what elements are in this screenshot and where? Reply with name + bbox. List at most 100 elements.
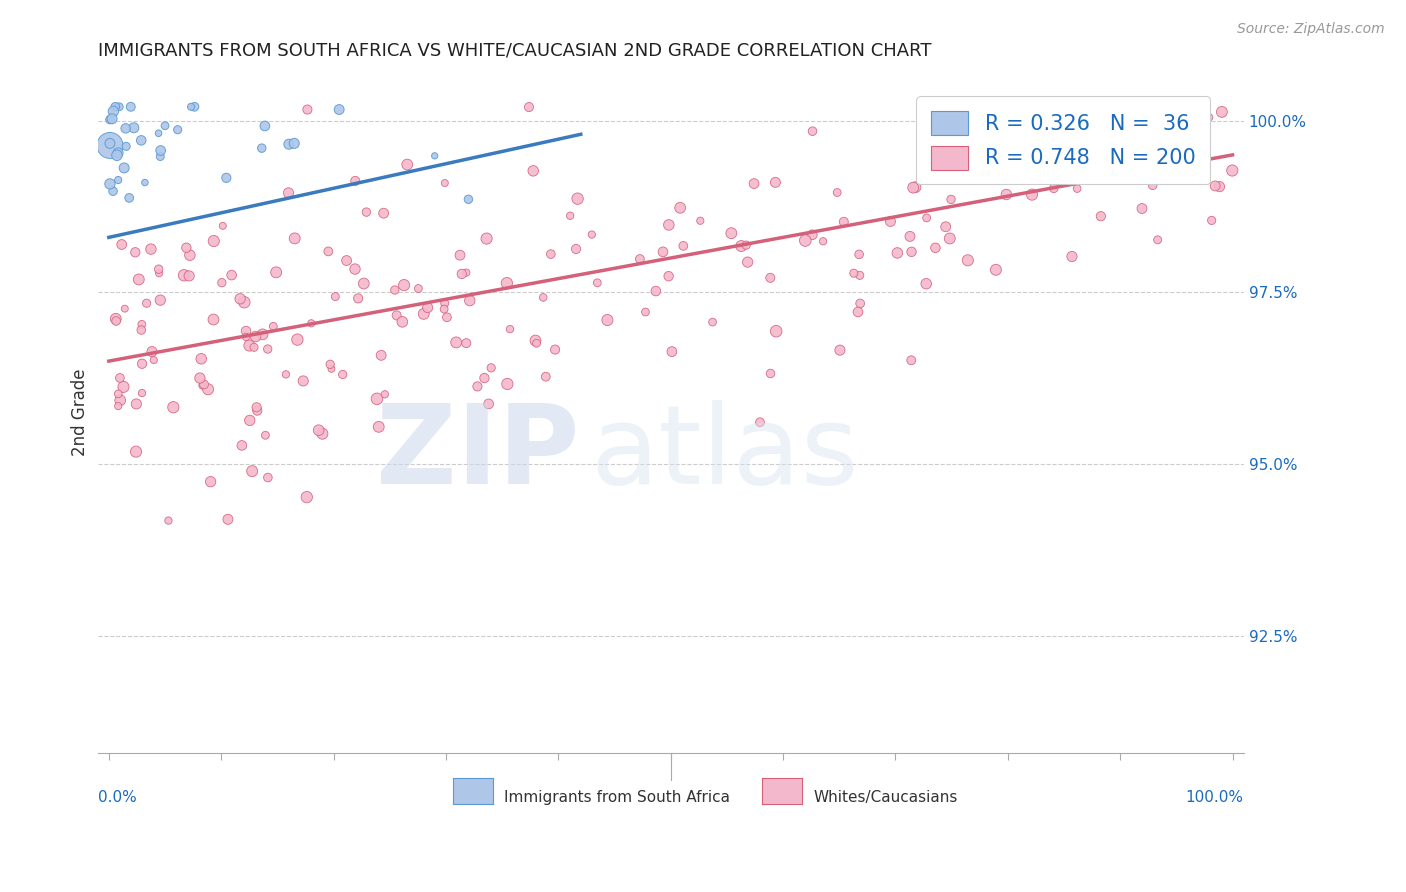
Point	[1198, 111, 1220, 125]
Point	[456, 266, 478, 280]
Point	[801, 124, 824, 138]
Point	[246, 403, 269, 417]
Point	[332, 368, 354, 382]
Point	[252, 327, 274, 342]
Text: Source: ZipAtlas.com: Source: ZipAtlas.com	[1237, 22, 1385, 37]
Point	[262, 319, 284, 334]
Point	[211, 276, 233, 290]
Point	[180, 100, 202, 114]
Point	[416, 301, 439, 315]
Point	[202, 312, 225, 326]
Point	[384, 283, 406, 297]
Point	[153, 119, 176, 133]
Point	[495, 276, 517, 290]
Point	[108, 100, 131, 114]
Point	[449, 248, 471, 262]
Point	[188, 371, 211, 385]
Point	[759, 367, 782, 381]
Point	[929, 132, 952, 146]
Point	[444, 335, 467, 350]
Point	[735, 238, 758, 252]
Point	[173, 268, 195, 283]
Point	[105, 148, 128, 162]
Point	[190, 351, 212, 366]
Point	[114, 121, 136, 136]
Point	[689, 213, 711, 227]
Point	[284, 231, 307, 245]
Point	[956, 253, 979, 268]
Point	[111, 237, 134, 252]
Text: 100.0%: 100.0%	[1185, 790, 1244, 805]
Point	[239, 413, 262, 427]
Point	[392, 278, 415, 293]
Point	[467, 379, 489, 393]
Point	[1090, 209, 1112, 223]
Point	[408, 281, 430, 295]
Point	[661, 344, 683, 359]
Point	[283, 136, 305, 151]
Point	[129, 323, 152, 337]
Point	[412, 307, 434, 321]
Text: IMMIGRANTS FROM SOUTH AFRICA VS WHITE/CAUCASIAN 2ND GRADE CORRELATION CHART: IMMIGRANTS FROM SOUTH AFRICA VS WHITE/CA…	[97, 42, 931, 60]
Text: ZIP: ZIP	[375, 400, 579, 507]
Point	[1005, 123, 1028, 137]
Point	[149, 144, 172, 158]
Point	[179, 248, 201, 262]
Point	[148, 266, 170, 280]
Point	[311, 426, 333, 441]
Point	[984, 262, 1007, 277]
Point	[995, 187, 1018, 202]
Point	[240, 464, 263, 478]
Point	[336, 253, 359, 268]
Point	[496, 376, 519, 391]
Point	[794, 234, 817, 248]
Point	[474, 371, 496, 385]
Point	[596, 313, 619, 327]
Point	[179, 268, 201, 283]
Point	[215, 170, 238, 185]
Point	[191, 378, 214, 392]
Point	[110, 393, 132, 408]
Point	[828, 343, 851, 358]
Legend: R = 0.326   N =  36, R = 0.748   N = 200: R = 0.326 N = 36, R = 0.748 N = 200	[917, 96, 1211, 184]
Point	[1188, 136, 1211, 150]
Point	[235, 324, 257, 338]
Point	[517, 100, 540, 114]
Point	[197, 382, 219, 396]
Text: Whites/Caucasians: Whites/Caucasians	[814, 790, 959, 805]
Point	[253, 119, 276, 133]
Point	[479, 360, 502, 375]
Point	[295, 490, 318, 504]
Point	[264, 265, 287, 279]
Point	[233, 295, 256, 310]
Point	[107, 173, 129, 187]
Point	[297, 103, 319, 117]
Point	[634, 305, 657, 319]
Point	[1201, 213, 1223, 227]
Point	[456, 336, 478, 351]
Point	[98, 136, 121, 151]
Point	[246, 401, 269, 415]
Point	[730, 239, 752, 253]
Point	[98, 112, 121, 127]
Point	[544, 343, 567, 357]
Point	[457, 192, 479, 206]
Point	[842, 266, 865, 280]
Point	[522, 164, 544, 178]
Point	[1211, 104, 1233, 119]
Point	[356, 205, 378, 219]
Point	[374, 387, 396, 401]
Point	[238, 338, 260, 352]
Point	[904, 180, 927, 194]
Point	[903, 180, 925, 194]
Point	[924, 241, 946, 255]
Point	[347, 291, 370, 305]
Point	[318, 244, 340, 259]
Point	[162, 401, 184, 415]
Point	[235, 330, 257, 344]
Point	[1142, 178, 1164, 193]
Point	[749, 415, 772, 429]
Point	[98, 138, 121, 153]
Point	[652, 244, 675, 259]
Point	[1204, 178, 1226, 193]
